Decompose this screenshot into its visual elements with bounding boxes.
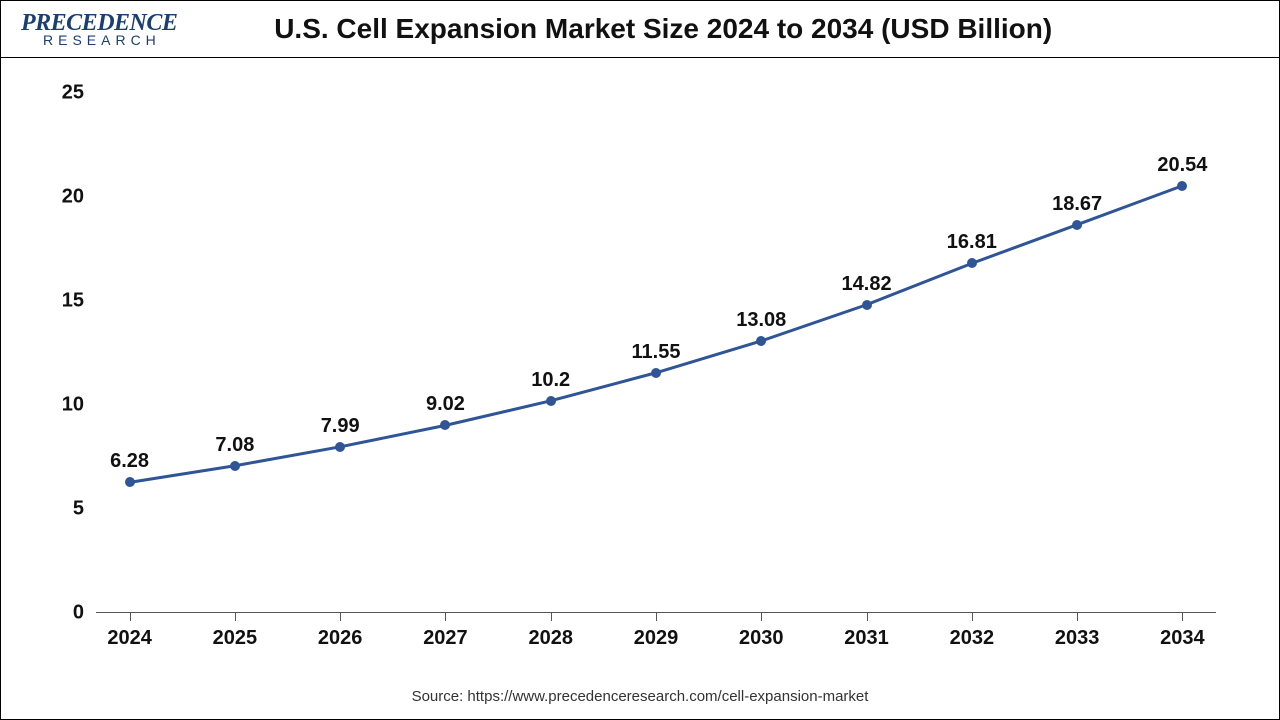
header: PRECEDENCE RESEARCH U.S. Cell Expansion … (1, 1, 1279, 58)
data-label: 9.02 (426, 393, 465, 416)
y-tick-label: 20 (62, 186, 96, 209)
data-label: 7.99 (321, 415, 360, 438)
data-label: 6.28 (110, 450, 149, 473)
x-tick-mark (656, 613, 657, 621)
logo: PRECEDENCE RESEARCH (21, 11, 177, 47)
data-label: 10.2 (531, 369, 570, 392)
chart-container: PRECEDENCE RESEARCH U.S. Cell Expansion … (0, 0, 1280, 720)
data-label: 13.08 (736, 309, 786, 332)
x-tick-mark (761, 613, 762, 621)
data-point (546, 396, 556, 406)
x-tick-mark (340, 613, 341, 621)
y-tick-label: 0 (73, 602, 96, 625)
logo-line2: RESEARCH (43, 33, 161, 47)
x-tick-mark (972, 613, 973, 621)
x-tick-mark (1182, 613, 1183, 621)
x-tick-mark (445, 613, 446, 621)
data-point (335, 442, 345, 452)
data-point (440, 420, 450, 430)
plot-area: 0510152025202420252026202720282029203020… (96, 93, 1216, 613)
y-tick-label: 15 (62, 290, 96, 313)
data-point (756, 336, 766, 346)
x-tick-mark (867, 613, 868, 621)
source-citation: Source: https://www.precedenceresearch.c… (1, 682, 1279, 719)
data-label: 18.67 (1052, 192, 1102, 215)
series-line (130, 186, 1183, 483)
data-label: 11.55 (632, 341, 681, 364)
data-point (1177, 181, 1187, 191)
x-tick-mark (235, 613, 236, 621)
data-label: 7.08 (215, 434, 254, 457)
x-tick-mark (130, 613, 131, 621)
data-point (651, 368, 661, 378)
chart-title: U.S. Cell Expansion Market Size 2024 to … (207, 13, 1259, 45)
data-label: 14.82 (842, 273, 892, 296)
y-tick-label: 25 (62, 82, 96, 105)
data-point (1072, 220, 1082, 230)
data-point (125, 477, 135, 487)
x-tick-mark (551, 613, 552, 621)
data-label: 16.81 (947, 231, 997, 254)
data-point (230, 461, 240, 471)
data-label: 20.54 (1157, 154, 1207, 177)
x-tick-mark (1077, 613, 1078, 621)
chart-area: 0510152025202420252026202720282029203020… (1, 58, 1279, 682)
y-tick-label: 5 (73, 498, 96, 521)
data-point (862, 300, 872, 310)
data-point (967, 258, 977, 268)
y-tick-label: 10 (62, 394, 96, 417)
